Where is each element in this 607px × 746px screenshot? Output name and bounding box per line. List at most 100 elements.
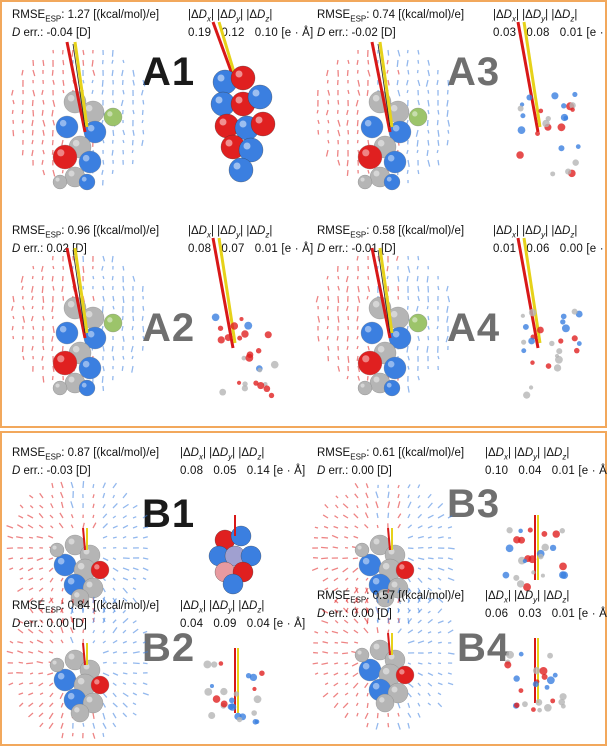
delta-dx-value: 0.08 [188, 243, 212, 256]
delta-unit: [e · Å] [273, 618, 306, 631]
charge-distribution [208, 515, 262, 595]
rmse-unit: [(kcal/mol)/e] [398, 225, 465, 237]
delta-dx-value: 0.08 [180, 465, 204, 478]
delta-dx-value: 0.03 [493, 27, 517, 40]
dipole-components-header: |ΔDx| |ΔDy| |ΔDz| [485, 590, 570, 605]
panel-label: A1 [142, 50, 196, 94]
charge-distribution [211, 237, 279, 399]
group-b-frame [0, 431, 607, 746]
rmse-value: 0.61 [372, 447, 396, 459]
delta-dy-value: 0.04 [518, 465, 542, 478]
panel-label: B4 [457, 626, 511, 670]
rmse-stats: RMSEESP: 1.27 [(kcal/mol)/e] D err.: -0.… [12, 9, 160, 40]
dipole-error-unit: [D] [377, 465, 392, 478]
delta-dy-value: 0.05 [213, 465, 237, 478]
delta-dx-value: 0.01 [493, 243, 517, 256]
panel-label: B1 [142, 492, 196, 536]
delta-dy-value: 0.08 [526, 27, 550, 40]
delta-unit: [e · Å] [281, 243, 314, 256]
dipole-components: |ΔDx| |ΔDy| |ΔDz| 0.01 0.06 0.00 [e · Å] [493, 224, 607, 256]
dipole-error-value: -0.03 [46, 465, 73, 478]
panel-label: B3 [447, 482, 501, 526]
dipole-components: |ΔDx| |ΔDy| |ΔDz| 0.08 0.07 0.01 [e · Å] [188, 224, 313, 256]
dipole-error-value: -0.02 [351, 27, 378, 40]
rmse-value: 0.87 [67, 447, 91, 459]
esp-field-molecule [316, 41, 451, 191]
charge-distribution [203, 648, 265, 725]
delta-dy-value: 0.09 [213, 618, 237, 631]
esp-field-molecule [11, 247, 145, 397]
delta-dx-value: 0.19 [188, 27, 212, 40]
panel-label: A4 [447, 306, 501, 350]
esp-field-molecule [311, 482, 455, 625]
delta-unit: [e · Å] [586, 243, 607, 256]
delta-dz-value: 0.14 [246, 465, 270, 478]
rmse-stats: RMSEESP: 0.87 [(kcal/mol)/e] D err.: -0.… [12, 447, 160, 478]
delta-dy-value: 0.12 [221, 27, 245, 40]
esp-field-molecule [11, 41, 146, 191]
dipole-components: |ΔDx| |ΔDy| |ΔDz| 0.19 0.12 0.10 [e · Å] [188, 8, 313, 40]
dipole-components-header: |ΔDx| |ΔDy| |ΔDz| [188, 225, 273, 240]
group-a-frame [0, 0, 607, 428]
dipole-components-header: |ΔDx| |ΔDy| |ΔDz| [493, 225, 578, 240]
delta-unit: [e · Å] [586, 27, 607, 40]
rmse-value: 0.84 [67, 600, 91, 612]
delta-dx-value: 0.06 [485, 608, 509, 621]
delta-dz-value: 0.01 [551, 608, 575, 621]
rmse-value: 0.57 [372, 590, 396, 602]
dipole-components: |ΔDx| |ΔDy| |ΔDz| 0.03 0.08 0.01 [e · Å] [493, 8, 607, 40]
rmse-value: 0.96 [67, 225, 91, 237]
panel-label: A3 [447, 50, 501, 94]
rmse-unit: [(kcal/mol)/e] [93, 9, 160, 21]
rmse-value: 1.27 [67, 9, 91, 21]
dipole-components: |ΔDx| |ΔDy| |ΔDz| 0.04 0.09 0.04 [e · Å] [180, 599, 305, 631]
dipole-error-unit: [D] [380, 243, 396, 256]
rmse-stats: RMSEESP: 0.61 [(kcal/mol)/e] D err.: 0.0… [317, 447, 465, 478]
esp-field-molecule [315, 247, 451, 397]
dipole-error-value: -0.01 [351, 243, 378, 256]
dipole-components: |ΔDx| |ΔDy| |ΔDz| 0.06 0.03 0.01 [e · Å] [485, 589, 607, 621]
delta-dz-value: 0.01 [559, 27, 583, 40]
rmse-stats: RMSEESP: 0.57 [(kcal/mol)/e] D err.: 0.0… [317, 590, 465, 621]
delta-dz-value: 0.01 [551, 465, 575, 478]
panel-b2: RMSEESP: 0.84 [(kcal/mol)/e] D err.: 0.0… [0, 593, 305, 743]
rmse-stats: RMSEESP: 0.96 [(kcal/mol)/e] D err.: 0.0… [12, 225, 160, 256]
rmse-unit: [(kcal/mol)/e] [93, 447, 160, 459]
dipole-error-value: -0.04 [46, 27, 73, 40]
dipole-error-unit: [D] [75, 465, 91, 478]
dipole-error-value: 0.00 [351, 465, 374, 478]
dipole-components-header: |ΔDx| |ΔDy| |ΔDz| [485, 447, 570, 462]
delta-dz-value: 0.10 [254, 27, 278, 40]
rmse-unit: [(kcal/mol)/e] [398, 9, 465, 21]
dipole-error-value: 0.02 [46, 243, 69, 256]
delta-unit: [e · Å] [578, 465, 607, 478]
panel-a1: RMSEESP: 1.27 [(kcal/mol)/e] D err.: -0.… [0, 2, 313, 212]
delta-dz-value: 0.01 [254, 243, 278, 256]
rmse-stats: RMSEESP: 0.74 [(kcal/mol)/e] D err.: -0.… [317, 9, 465, 40]
charge-distribution [502, 515, 569, 591]
dipole-components: |ΔDx| |ΔDy| |ΔDz| 0.10 0.04 0.01 [e · Å] [485, 446, 607, 478]
rmse-value: 0.58 [372, 225, 396, 237]
rmse-stats: RMSEESP: 0.58 [(kcal/mol)/e] D err.: -0.… [317, 225, 465, 256]
rmse-value: 0.74 [372, 9, 396, 21]
dipole-error-unit: [D] [380, 27, 396, 40]
rmse-unit: [(kcal/mol)/e] [93, 225, 160, 237]
delta-dx-value: 0.10 [485, 465, 509, 478]
delta-dz-value: 0.04 [246, 618, 270, 631]
delta-unit: [e · Å] [281, 27, 314, 40]
panel-b4: RMSEESP: 0.57 [(kcal/mol)/e] D err.: 0.0… [305, 583, 607, 733]
dipole-components-header: |ΔDx| |ΔDy| |ΔDz| [180, 600, 265, 615]
panel-label: B2 [142, 626, 196, 670]
delta-dx-value: 0.04 [180, 618, 204, 631]
delta-unit: [e · Å] [273, 465, 306, 478]
delta-dz-value: 0.00 [559, 243, 583, 256]
dipole-error-unit: [D] [75, 27, 91, 40]
esp-field-molecule [312, 586, 455, 730]
dipole-components-header: |ΔDx| |ΔDy| |ΔDz| [180, 447, 265, 462]
dipole-components: |ΔDx| |ΔDy| |ΔDz| 0.08 0.05 0.14 [e · Å] [180, 446, 305, 478]
delta-dy-value: 0.06 [526, 243, 550, 256]
rmse-unit: [(kcal/mol)/e] [93, 600, 160, 612]
panel-b1: RMSEESP: 0.87 [(kcal/mol)/e] D err.: -0.… [0, 440, 305, 650]
charge-distribution [504, 638, 567, 713]
esp-field-molecule [6, 481, 149, 623]
